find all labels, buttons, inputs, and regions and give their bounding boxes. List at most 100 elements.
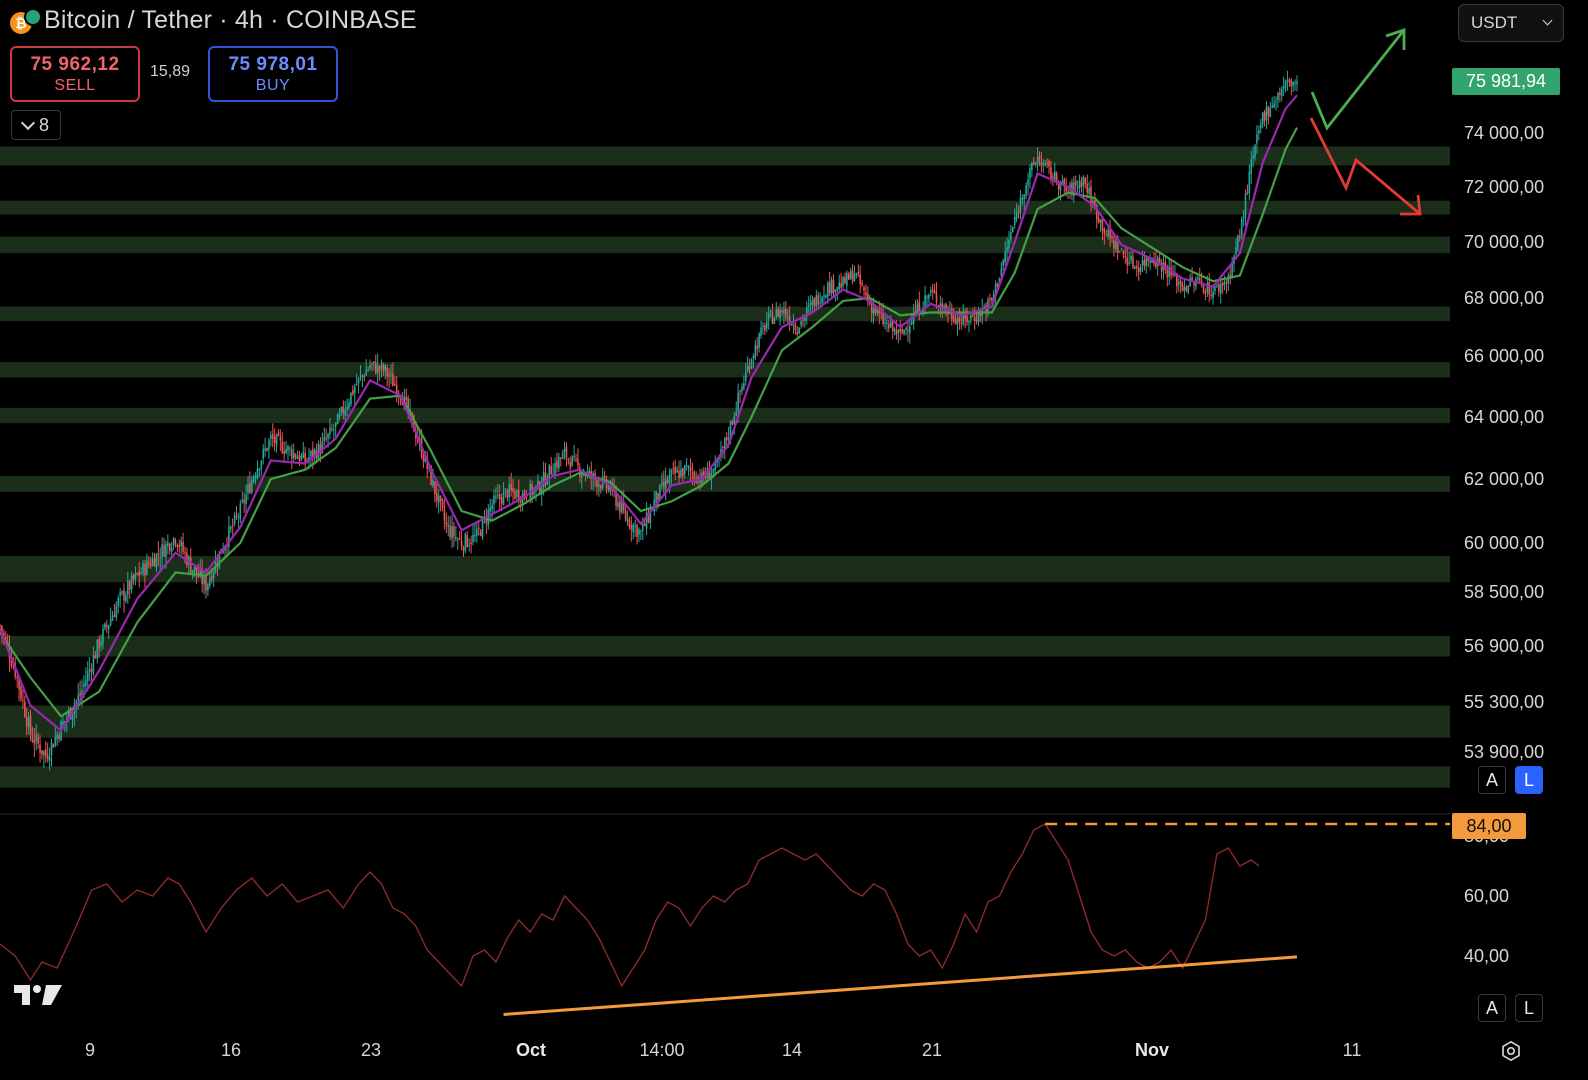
sr-zone[interactable]	[0, 146, 1450, 166]
sr-zone[interactable]	[0, 475, 1450, 492]
sr-zone[interactable]	[0, 200, 1450, 215]
candle	[748, 358, 751, 375]
candle	[954, 314, 957, 325]
candle	[662, 470, 665, 494]
candle	[338, 408, 341, 421]
sr-zone[interactable]	[0, 236, 1450, 254]
candle	[147, 556, 150, 569]
candle	[1090, 179, 1092, 212]
rsi-trendline[interactable]	[503, 955, 1298, 1016]
candle	[41, 750, 43, 760]
candle	[125, 591, 127, 604]
candle	[807, 296, 810, 315]
candle	[479, 529, 482, 537]
price-tick-label: 62 000,00	[1464, 469, 1545, 489]
time-tick-label: 16	[220, 1040, 242, 1060]
sr-zone[interactable]	[0, 556, 1450, 583]
candle	[1149, 253, 1151, 270]
candle	[559, 456, 562, 467]
candle	[1078, 174, 1081, 195]
candle	[1008, 230, 1010, 254]
candle	[273, 428, 276, 452]
candle	[1139, 264, 1142, 276]
candle	[1038, 151, 1041, 167]
candle	[189, 548, 192, 574]
rsi-line	[0, 823, 1260, 988]
candle	[1181, 281, 1184, 292]
settings-gear-icon[interactable]	[1500, 1040, 1522, 1062]
candle	[1006, 237, 1008, 262]
symbol-header[interactable]: ₿ Bitcoin / Tether · 4h · COINBASE	[10, 6, 417, 35]
candle	[1288, 77, 1291, 87]
candle	[270, 431, 272, 447]
candle	[493, 489, 495, 513]
bitcoin-icon: ₿	[10, 7, 42, 34]
candle	[357, 377, 360, 394]
tradingview-logo-icon[interactable]	[14, 982, 64, 1008]
candle	[1124, 247, 1127, 264]
candle	[1042, 158, 1045, 174]
candle	[481, 516, 484, 541]
candle	[874, 306, 877, 316]
candle	[1118, 250, 1121, 253]
arrow-up-annotation[interactable]	[1310, 28, 1406, 131]
auto-scale-button[interactable]: A	[1478, 766, 1506, 794]
rsi-auto-scale-button[interactable]: A	[1478, 994, 1506, 1022]
candle	[262, 443, 265, 465]
price-tick-label: 64 000,00	[1464, 407, 1545, 427]
candle	[283, 441, 285, 463]
candle	[518, 479, 520, 507]
price-tick-label: 55 300,00	[1464, 692, 1545, 712]
sr-zone[interactable]	[0, 635, 1450, 657]
candle	[1256, 125, 1258, 154]
candle	[950, 303, 953, 326]
candle	[855, 272, 858, 279]
candle	[176, 543, 179, 552]
rsi-tick-label: 60,00	[1464, 886, 1510, 906]
sr-zone[interactable]	[0, 407, 1450, 424]
arrow-down-annotation[interactable]	[1309, 117, 1422, 216]
candle	[434, 481, 436, 503]
candle	[1092, 197, 1094, 209]
indicators-collapse-button[interactable]: 8	[11, 110, 61, 140]
candle	[109, 607, 112, 627]
candle	[1294, 79, 1296, 91]
sell-button[interactable]: 75 962,12 SELL	[10, 46, 140, 102]
candle	[617, 496, 619, 511]
rsi-log-scale-button[interactable]: L	[1515, 994, 1543, 1022]
symbol-title[interactable]: Bitcoin / Tether · 4h · COINBASE	[44, 6, 417, 34]
sr-zone[interactable]	[0, 766, 1450, 788]
sr-zone[interactable]	[0, 705, 1450, 738]
candle	[991, 297, 993, 304]
candle	[670, 468, 673, 485]
candle	[140, 567, 142, 575]
candle	[119, 587, 121, 608]
candle	[661, 472, 663, 490]
candle	[292, 443, 295, 463]
candle	[1240, 216, 1243, 240]
candle	[1004, 241, 1006, 265]
candle	[508, 476, 511, 507]
spread-value: 15,89	[150, 63, 191, 80]
candle	[151, 552, 154, 567]
sr-zone[interactable]	[0, 362, 1450, 378]
candle	[847, 271, 850, 281]
sr-zone[interactable]	[0, 306, 1450, 322]
log-scale-button[interactable]: L	[1515, 766, 1543, 794]
currency-select[interactable]: USDT	[1458, 4, 1564, 42]
candle	[756, 337, 759, 357]
candle	[35, 724, 38, 751]
time-tick-label: 11	[1342, 1040, 1362, 1060]
candle	[1244, 189, 1247, 226]
candle	[1290, 78, 1293, 96]
candle	[838, 274, 841, 294]
candle	[542, 461, 545, 496]
candle	[909, 317, 911, 344]
candle	[1174, 264, 1176, 278]
time-tick-label: 9	[84, 1040, 96, 1060]
buy-button[interactable]: 75 978,01 BUY	[208, 46, 338, 102]
candle	[22, 689, 24, 709]
candle	[857, 264, 860, 278]
candle	[264, 437, 266, 457]
